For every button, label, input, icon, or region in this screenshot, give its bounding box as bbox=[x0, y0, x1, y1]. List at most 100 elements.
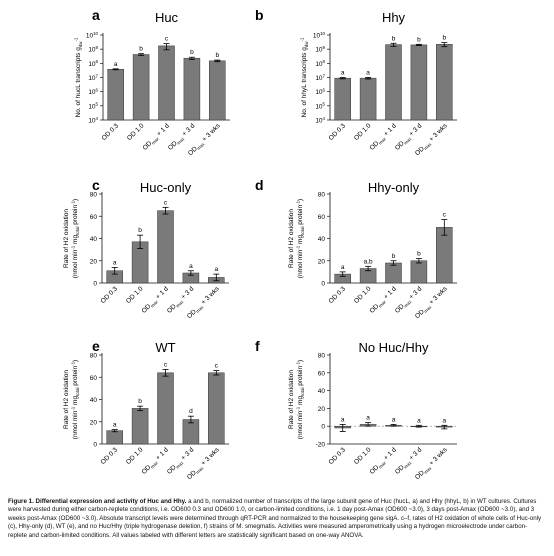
significance-letter: a bbox=[113, 259, 117, 266]
y-tick-label: 1010 bbox=[313, 31, 326, 40]
bar bbox=[410, 44, 428, 121]
y-tick-label: -20 bbox=[316, 442, 326, 449]
x-tick-label: OD 0.3 bbox=[100, 446, 120, 466]
y-tick-label: 60 bbox=[90, 375, 98, 382]
y-tick-label: 80 bbox=[90, 353, 98, 360]
significance-letter: a bbox=[366, 69, 370, 76]
y-tick-label: 107 bbox=[88, 73, 98, 82]
y-tick-label: 60 bbox=[90, 214, 98, 221]
y-tick-label: 1010 bbox=[86, 31, 99, 40]
y-tick-label: 106 bbox=[315, 88, 325, 97]
y-tick-label: 105 bbox=[315, 102, 325, 111]
x-tick-label: OD 1.0 bbox=[125, 446, 145, 466]
significance-letter: b bbox=[417, 36, 421, 43]
panel-title: No Huc/Hhy bbox=[358, 340, 429, 355]
significance-letter: c bbox=[443, 212, 447, 219]
y-tick-label: 80 bbox=[318, 192, 326, 199]
panel-title: Huc bbox=[155, 10, 179, 25]
y-tick-label: 107 bbox=[315, 73, 325, 82]
bar bbox=[334, 77, 351, 121]
panel-letter: b bbox=[255, 7, 264, 23]
y-tick-label: 105 bbox=[88, 102, 98, 111]
panel-e: e WT 0 20 40 60 80 Rate of H2 oxidation (nmol mi… bbox=[63, 338, 229, 481]
significance-letter: a bbox=[214, 266, 218, 273]
bar bbox=[107, 69, 124, 121]
y-tick-label: 108 bbox=[88, 59, 98, 68]
significance-letter: b bbox=[138, 227, 142, 234]
y-axis-label: No. of hhyL transcripts gdw-1 bbox=[299, 37, 309, 117]
panel-f: f No Huc/Hhy -20 0 20 40 60 80 Rate of H2 oxidat… bbox=[255, 338, 457, 481]
significance-letter: a bbox=[442, 417, 446, 424]
bar bbox=[131, 408, 149, 445]
y-axis-label: Rate of H2 oxidation bbox=[63, 370, 70, 429]
y-tick-label: 60 bbox=[318, 370, 326, 377]
panel-d: d Hhy-only 0 20 40 60 80 Rate of H2 oxidation (n… bbox=[255, 177, 457, 320]
panel-b: b Hhy 104 105 106 107 108 109 1010 No. of hhyL tr… bbox=[255, 7, 457, 157]
y-tick-label: 40 bbox=[90, 397, 98, 404]
y-axis-label: No. of hucL transcripts gdw-1 bbox=[73, 37, 83, 117]
significance-letter: b bbox=[190, 49, 194, 56]
y-tick-label: 20 bbox=[318, 258, 326, 265]
y-tick-label: 104 bbox=[88, 116, 98, 125]
significance-letter: c bbox=[164, 199, 168, 206]
caption-body: a and b, normalized number of transcript… bbox=[8, 498, 542, 539]
bar bbox=[436, 227, 453, 284]
significance-letter: c bbox=[164, 361, 168, 368]
significance-letter: a bbox=[341, 416, 345, 423]
bar bbox=[208, 372, 225, 445]
bar bbox=[106, 430, 123, 445]
bar bbox=[410, 260, 428, 284]
significance-letter: b bbox=[215, 52, 219, 59]
x-tick-label: OD 0.3 bbox=[328, 122, 348, 142]
significance-letter: b bbox=[139, 46, 143, 53]
bar bbox=[157, 210, 174, 284]
significance-letter: d bbox=[189, 408, 193, 415]
y-axis-label: (nmol min-1 mgtotal protein-1) bbox=[295, 199, 305, 278]
y-tick-label: 109 bbox=[315, 45, 325, 54]
caption-title: Figure 1. Differential expression and ac… bbox=[8, 498, 187, 505]
y-tick-label: 108 bbox=[315, 59, 325, 68]
significance-letter: a bbox=[341, 70, 345, 77]
y-tick-label: 40 bbox=[318, 236, 326, 243]
y-tick-label: 104 bbox=[315, 116, 325, 125]
y-tick-label: 109 bbox=[88, 45, 98, 54]
y-tick-label: 0 bbox=[93, 281, 97, 288]
significance-letter: b bbox=[417, 251, 421, 258]
significance-letter: c bbox=[215, 363, 219, 370]
bar bbox=[132, 54, 150, 121]
bar bbox=[157, 372, 174, 445]
y-axis-label: Rate of H2 oxidation bbox=[63, 209, 70, 268]
x-tick-label: OD 1.0 bbox=[353, 446, 373, 466]
x-tick-label: OD 0.3 bbox=[328, 285, 348, 305]
significance-letter: a,b bbox=[364, 258, 373, 265]
x-tick-label: OD 1.0 bbox=[353, 285, 373, 305]
significance-letter: b bbox=[138, 398, 142, 405]
bar bbox=[183, 57, 201, 121]
y-tick-label: 20 bbox=[318, 406, 326, 413]
panel-title: WT bbox=[155, 340, 175, 355]
panel-letter: f bbox=[255, 338, 260, 354]
panel-title: Huc-only bbox=[140, 180, 192, 195]
significance-letter: a bbox=[114, 61, 118, 68]
y-tick-label: 40 bbox=[318, 388, 326, 395]
significance-letter: a bbox=[366, 415, 370, 422]
x-tick-label: OD 0.3 bbox=[100, 285, 120, 305]
y-axis-label: Rate of H2 oxidation bbox=[288, 209, 295, 268]
y-tick-label: 40 bbox=[90, 236, 98, 243]
y-tick-label: 20 bbox=[90, 258, 98, 265]
y-axis-label: Rate of H2 oxidation bbox=[288, 370, 295, 429]
significance-letter: b bbox=[442, 35, 446, 42]
significance-letter: b bbox=[392, 253, 396, 260]
panel-title: Hhy bbox=[382, 10, 406, 25]
significance-letter: a bbox=[417, 417, 421, 424]
bar bbox=[359, 77, 377, 121]
bar bbox=[385, 44, 402, 121]
significance-letter: b bbox=[392, 35, 396, 42]
bar bbox=[158, 45, 175, 121]
bar bbox=[209, 60, 226, 121]
significance-letter: a bbox=[392, 416, 396, 423]
panel-letter: c bbox=[92, 177, 100, 193]
figure-caption: Figure 1. Differential expression and ac… bbox=[8, 498, 546, 540]
